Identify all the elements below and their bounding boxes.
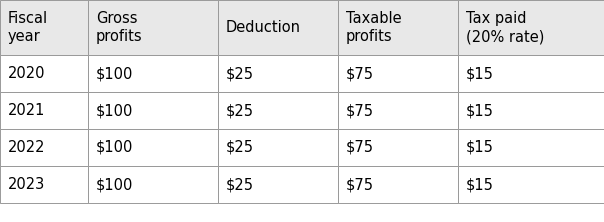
Bar [0, 55, 88, 92]
Bar [338, 92, 458, 129]
Text: 2022: 2022 [8, 140, 45, 155]
Bar [218, 55, 338, 92]
Text: Fiscal
year: Fiscal year [8, 11, 48, 44]
Text: $100: $100 [96, 66, 133, 81]
Text: $100: $100 [96, 140, 133, 155]
Text: 2023: 2023 [8, 177, 45, 192]
Bar [88, 92, 218, 129]
Bar [88, 129, 218, 166]
Text: 2020: 2020 [8, 66, 45, 81]
Text: Gross
profits: Gross profits [96, 11, 143, 44]
Text: 2021: 2021 [8, 103, 45, 118]
Text: $25: $25 [226, 177, 254, 192]
Text: Tax paid
(20% rate): Tax paid (20% rate) [466, 11, 544, 44]
Bar [338, 129, 458, 166]
Bar [0, 129, 88, 166]
Bar [458, 55, 604, 92]
Text: $15: $15 [466, 103, 494, 118]
Text: $15: $15 [466, 140, 494, 155]
Bar [218, 0, 338, 55]
Text: $25: $25 [226, 140, 254, 155]
Bar [88, 55, 218, 92]
Bar [0, 166, 88, 203]
Bar [458, 0, 604, 55]
Text: $75: $75 [346, 177, 374, 192]
Bar [88, 166, 218, 203]
Bar [218, 129, 338, 166]
Text: $75: $75 [346, 66, 374, 81]
Bar [338, 0, 458, 55]
Bar [0, 92, 88, 129]
Text: Taxable
profits: Taxable profits [346, 11, 402, 44]
Text: $75: $75 [346, 103, 374, 118]
Text: Deduction: Deduction [226, 20, 301, 35]
Text: $25: $25 [226, 103, 254, 118]
Bar [218, 92, 338, 129]
Bar [0, 0, 88, 55]
Text: $15: $15 [466, 66, 494, 81]
Bar [88, 0, 218, 55]
Text: $100: $100 [96, 177, 133, 192]
Text: $100: $100 [96, 103, 133, 118]
Bar [458, 92, 604, 129]
Bar [338, 166, 458, 203]
Bar [338, 55, 458, 92]
Bar [458, 129, 604, 166]
Text: $75: $75 [346, 140, 374, 155]
Text: $25: $25 [226, 66, 254, 81]
Bar [458, 166, 604, 203]
Bar [218, 166, 338, 203]
Text: $15: $15 [466, 177, 494, 192]
